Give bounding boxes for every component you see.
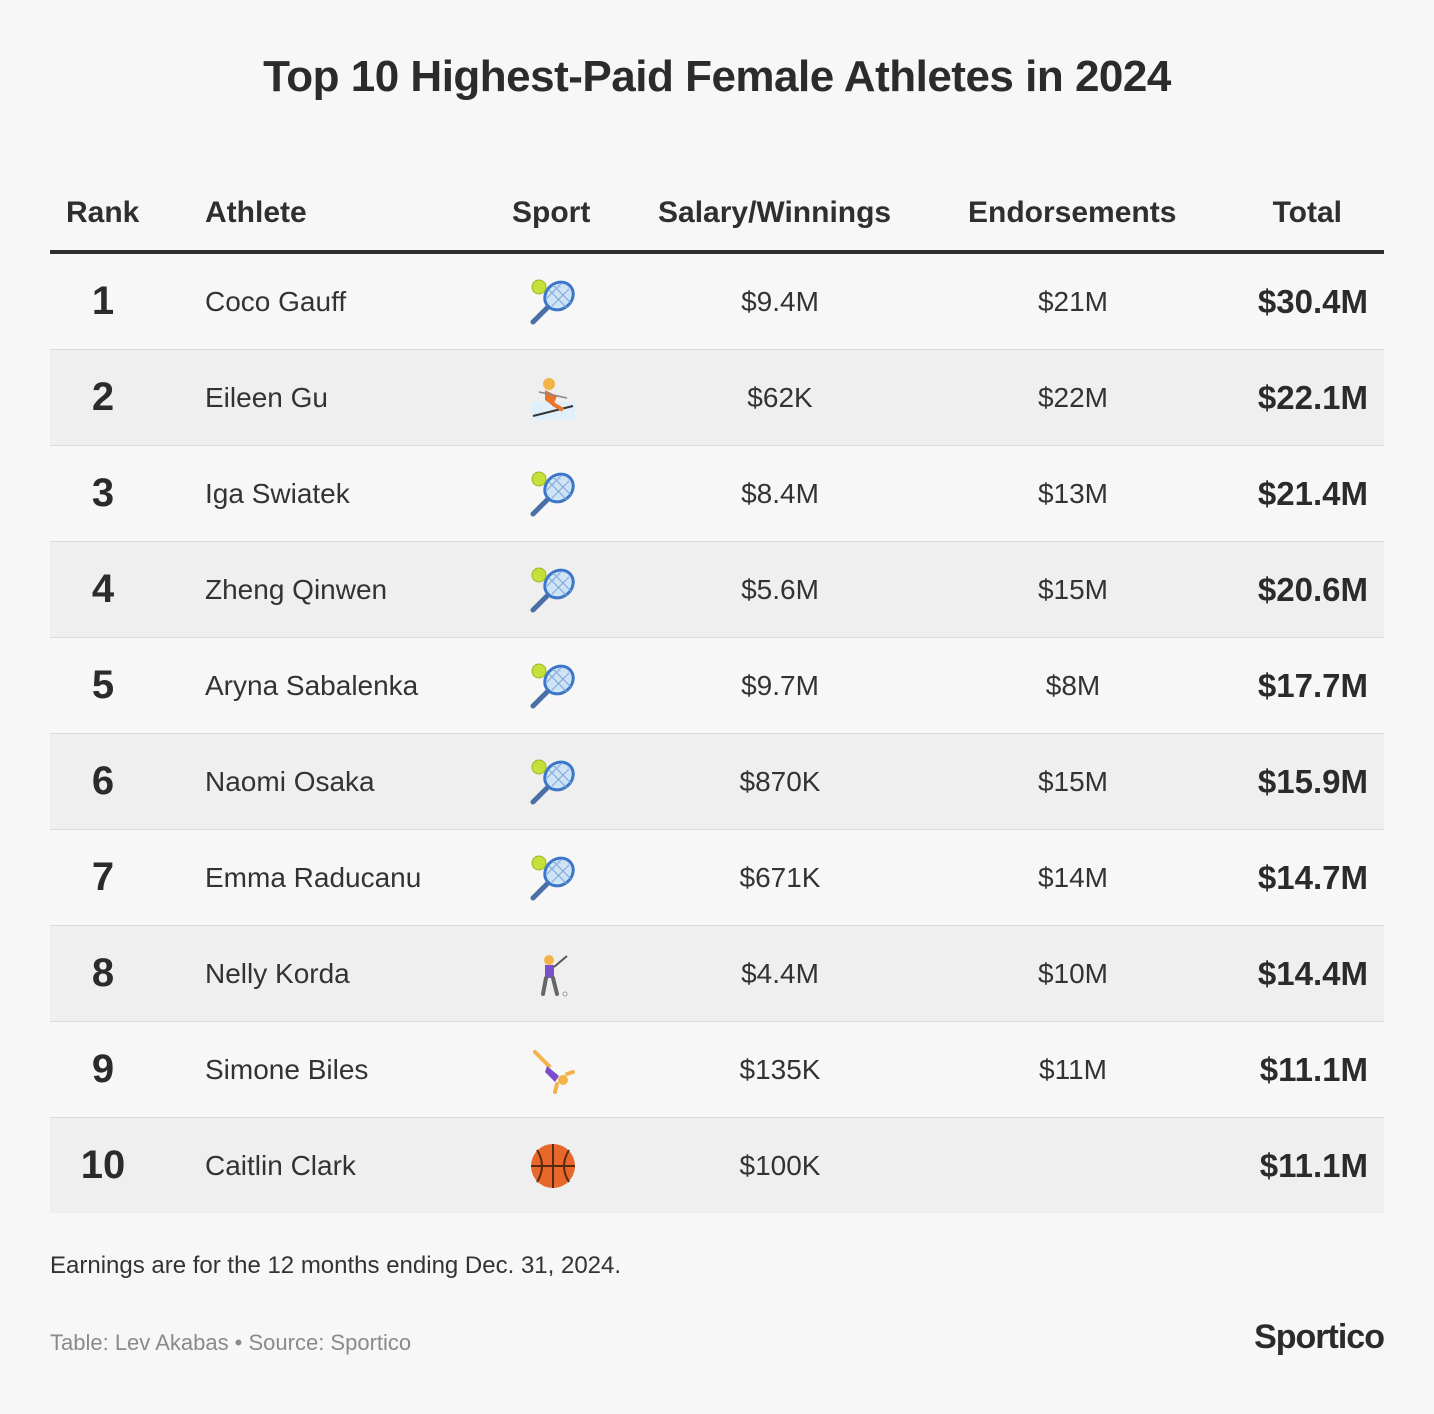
table-row: 9 Simone Biles $135K $11M $11.1M	[50, 1022, 1384, 1118]
salary-cell: $135K	[739, 1054, 821, 1085]
table-row: 8 Nelly Korda $4.4M $10M $14.4M	[50, 926, 1384, 1022]
rank-cell: 2	[91, 375, 115, 419]
total-cell: $14.4M	[1257, 955, 1368, 992]
table-row: 3 Iga Swiatek $8.4M $13M $21.4M	[50, 446, 1384, 542]
tennis-icon	[513, 542, 593, 637]
total-cell: $15.9M	[1257, 763, 1368, 800]
chart-title: Top 10 Highest-Paid Female Athletes in 2…	[263, 52, 1171, 101]
column-header-sport: Sport	[512, 196, 591, 229]
table-row: 4 Zheng Qinwen $5.6M $15M $20.6M	[50, 542, 1384, 638]
table-row: 7 Emma Raducanu $671K $14M $14.7M	[50, 830, 1384, 926]
column-header-endorsements: Endorsements	[968, 196, 1177, 229]
rank-cell: 3	[91, 471, 115, 515]
basketball-icon	[513, 1118, 593, 1213]
salary-cell: $62K	[747, 382, 813, 413]
tennis-icon	[513, 446, 593, 541]
golfer-icon	[513, 926, 593, 1021]
column-header-salary: Salary/Winnings	[658, 196, 892, 229]
tennis-icon	[513, 830, 593, 925]
rank-cell: 9	[91, 1047, 115, 1091]
rank-cell: 5	[91, 663, 115, 707]
endorsements-cell: $21M	[1037, 286, 1109, 317]
athlete-name: Aryna Sabalenka	[205, 670, 419, 701]
table-row: 2 Eileen Gu $62K $22M $22.1M	[50, 350, 1384, 446]
salary-cell: $100K	[739, 1150, 821, 1181]
total-cell: $21.4M	[1257, 475, 1368, 512]
salary-cell: $9.4M	[741, 286, 819, 317]
table-row: 6 Naomi Osaka $870K $15M $15.9M	[50, 734, 1384, 830]
endorsements-cell: $11M	[1039, 1054, 1107, 1085]
total-cell: $11.1M	[1259, 1147, 1368, 1184]
total-cell: $20.6M	[1257, 571, 1368, 608]
athlete-name: Eileen Gu	[205, 382, 328, 413]
salary-cell: $8.4M	[741, 478, 819, 509]
column-header-total: Total	[1272, 196, 1342, 229]
table-row: 1 Coco Gauff $9.4M $21M $30.4M	[50, 254, 1384, 350]
total-cell: $22.1M	[1257, 379, 1368, 416]
athlete-name: Iga Swiatek	[205, 478, 350, 509]
table-row: 5 Aryna Sabalenka $9.7M $8M $17.7M	[50, 638, 1384, 734]
rank-cell: 8	[91, 951, 115, 995]
brand-logo: Sportico	[1254, 1318, 1385, 1356]
athlete-name: Zheng Qinwen	[205, 574, 388, 605]
table-row: 10 Caitlin Clark $100K $11.1M	[50, 1118, 1384, 1213]
column-header-rank: Rank	[66, 196, 140, 229]
endorsements-cell: $15M	[1037, 574, 1109, 605]
athlete-name: Simone Biles	[205, 1054, 369, 1085]
endorsements-cell: $8M	[1045, 670, 1101, 701]
endorsements-cell: $13M	[1037, 478, 1109, 509]
tennis-icon	[513, 254, 593, 349]
table-header: Rank Athlete Sport Salary/Winnings Endor…	[50, 180, 1384, 254]
rank-cell: 1	[91, 279, 115, 323]
athlete-name: Nelly Korda	[205, 958, 350, 989]
footnote: Earnings are for the 12 months ending De…	[50, 1252, 622, 1279]
column-header-athlete: Athlete	[205, 196, 307, 229]
endorsements-cell: $10M	[1037, 958, 1109, 989]
tennis-icon	[513, 734, 593, 829]
total-cell: $30.4M	[1257, 283, 1368, 320]
skier-icon	[513, 350, 593, 445]
endorsements-cell: $22M	[1037, 382, 1109, 413]
salary-cell: $671K	[739, 862, 821, 893]
athlete-name: Naomi Osaka	[205, 766, 375, 797]
athlete-name: Emma Raducanu	[205, 862, 422, 893]
gymnast-icon	[513, 1022, 593, 1117]
endorsements-cell	[923, 1118, 1223, 1213]
salary-cell: $870K	[739, 766, 821, 797]
endorsements-cell: $14M	[1037, 862, 1109, 893]
earnings-table: Rank Athlete Sport Salary/Winnings Endor…	[50, 180, 1384, 1213]
rank-cell: 7	[91, 855, 115, 899]
total-cell: $17.7M	[1257, 667, 1368, 704]
salary-cell: $4.4M	[741, 958, 819, 989]
salary-cell: $5.6M	[741, 574, 819, 605]
total-cell: $14.7M	[1257, 859, 1368, 896]
total-cell: $11.1M	[1259, 1051, 1368, 1088]
table-body: 1 Coco Gauff $9.4M $21M $30.4M 2 Eileen Gu $62K…	[50, 254, 1384, 1213]
rank-cell: 6	[91, 759, 115, 803]
endorsements-cell: $15M	[1037, 766, 1109, 797]
rank-cell: 10	[80, 1143, 126, 1187]
athlete-name: Caitlin Clark	[205, 1150, 356, 1181]
credit-line: Table: Lev Akabas • Source: Sportico	[50, 1330, 412, 1355]
athlete-name: Coco Gauff	[205, 286, 347, 317]
rank-cell: 4	[91, 567, 115, 611]
tennis-icon	[513, 638, 593, 733]
salary-cell: $9.7M	[741, 670, 819, 701]
